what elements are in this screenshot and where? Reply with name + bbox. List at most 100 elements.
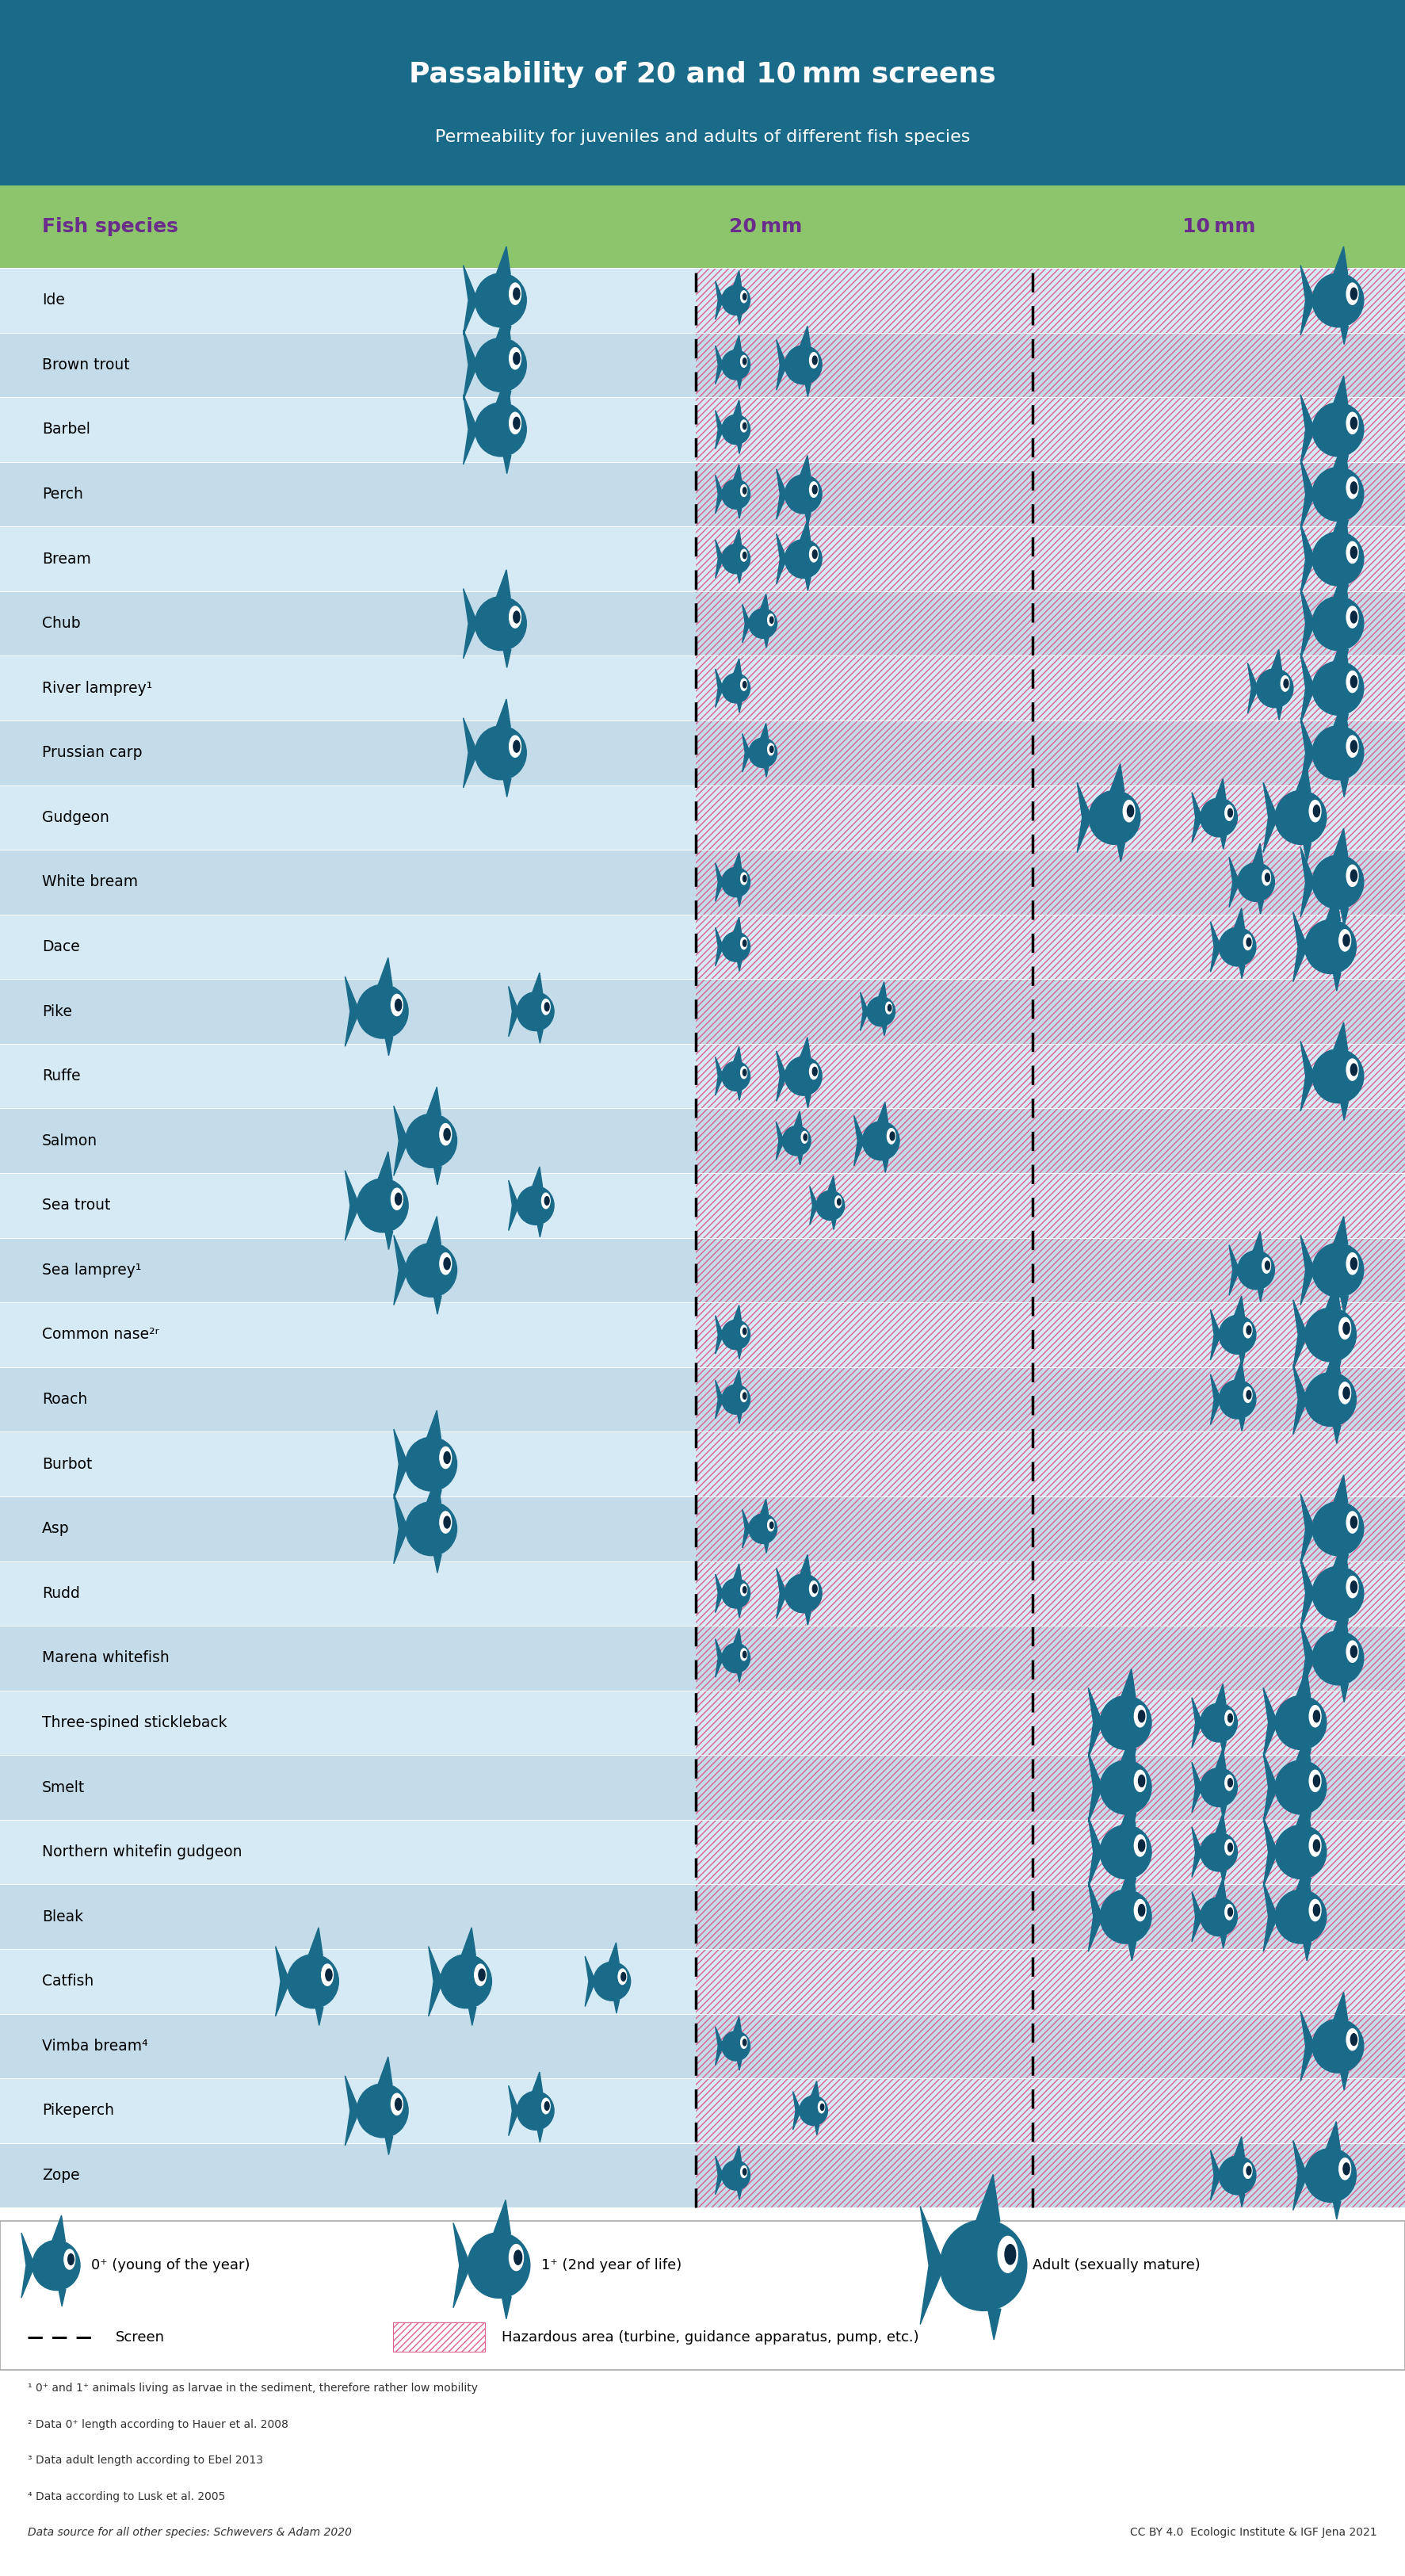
Polygon shape [1229, 1244, 1239, 1296]
Polygon shape [385, 1231, 393, 1249]
Text: Rudd: Rudd [42, 1587, 80, 1600]
Circle shape [513, 739, 520, 752]
Circle shape [1264, 1262, 1270, 1270]
Circle shape [1350, 1582, 1357, 1592]
Polygon shape [503, 392, 511, 410]
Polygon shape [1340, 1620, 1349, 1638]
Polygon shape [733, 1370, 742, 1386]
Ellipse shape [785, 345, 822, 384]
Polygon shape [738, 1414, 742, 1425]
Ellipse shape [785, 474, 822, 513]
Ellipse shape [1312, 273, 1364, 327]
Polygon shape [742, 1510, 750, 1548]
Text: Brown trout: Brown trout [42, 358, 129, 374]
Circle shape [1346, 1577, 1359, 1597]
Polygon shape [1221, 837, 1227, 850]
Circle shape [391, 994, 403, 1015]
Ellipse shape [1100, 1759, 1152, 1814]
Circle shape [395, 2099, 402, 2110]
Text: Fish species: Fish species [42, 216, 178, 237]
Ellipse shape [1312, 855, 1364, 909]
Circle shape [743, 876, 746, 881]
Polygon shape [503, 456, 511, 474]
Circle shape [513, 353, 520, 363]
Polygon shape [1191, 1698, 1203, 1749]
Polygon shape [493, 2200, 510, 2233]
Ellipse shape [816, 1190, 844, 1221]
Polygon shape [738, 379, 742, 389]
Polygon shape [427, 1087, 441, 1115]
Ellipse shape [722, 286, 750, 314]
Polygon shape [1191, 1826, 1203, 1878]
Polygon shape [496, 569, 510, 598]
Polygon shape [738, 896, 742, 907]
Ellipse shape [287, 1955, 339, 2009]
Circle shape [65, 2249, 74, 2269]
Ellipse shape [1312, 533, 1364, 585]
Circle shape [1309, 1770, 1321, 1793]
Polygon shape [1221, 1870, 1227, 1883]
Polygon shape [434, 1296, 441, 1314]
Circle shape [837, 1198, 840, 1206]
Polygon shape [1297, 1862, 1311, 1891]
Polygon shape [854, 1115, 864, 1167]
Polygon shape [733, 464, 742, 479]
Polygon shape [275, 1947, 289, 2017]
Circle shape [1350, 739, 1357, 752]
Polygon shape [1215, 1814, 1225, 1834]
Circle shape [889, 1131, 895, 1141]
Polygon shape [509, 1180, 518, 1231]
Circle shape [740, 420, 747, 433]
Circle shape [395, 1193, 402, 1206]
Ellipse shape [468, 2233, 530, 2298]
Circle shape [67, 2254, 74, 2264]
Ellipse shape [749, 608, 777, 639]
Ellipse shape [1312, 2020, 1364, 2074]
Circle shape [801, 1131, 808, 1144]
Polygon shape [1293, 912, 1308, 981]
Polygon shape [1234, 1296, 1245, 1316]
Polygon shape [975, 2174, 1000, 2221]
Circle shape [1350, 675, 1357, 688]
Polygon shape [427, 1216, 441, 1244]
Ellipse shape [517, 2092, 554, 2130]
Polygon shape [715, 410, 724, 448]
Circle shape [740, 1584, 747, 1595]
Polygon shape [715, 1574, 724, 1613]
Polygon shape [1301, 719, 1315, 788]
Polygon shape [1297, 1734, 1311, 1762]
Ellipse shape [1220, 1381, 1256, 1419]
Ellipse shape [406, 1502, 457, 1556]
Polygon shape [1089, 1687, 1103, 1757]
Polygon shape [776, 1121, 784, 1159]
Polygon shape [760, 724, 769, 739]
Circle shape [1314, 806, 1319, 817]
Polygon shape [738, 703, 742, 714]
Polygon shape [434, 1167, 441, 1185]
Text: Vimba bream⁴: Vimba bream⁴ [42, 2038, 148, 2053]
Circle shape [513, 417, 520, 430]
Circle shape [1314, 1775, 1319, 1788]
Text: Bream: Bream [42, 551, 91, 567]
Ellipse shape [1200, 1899, 1238, 1937]
Circle shape [1228, 1777, 1232, 1788]
Polygon shape [464, 330, 478, 399]
Polygon shape [1221, 1935, 1227, 1947]
Polygon shape [777, 340, 787, 389]
Circle shape [1246, 2166, 1252, 2174]
FancyBboxPatch shape [0, 850, 1405, 914]
Text: Salmon: Salmon [42, 1133, 98, 1149]
Ellipse shape [475, 402, 527, 456]
Polygon shape [777, 1051, 787, 1103]
Polygon shape [805, 384, 811, 397]
Text: Northern whitefin gudgeon: Northern whitefin gudgeon [42, 1844, 242, 1860]
Polygon shape [509, 2087, 518, 2136]
Text: Marena whitefish: Marena whitefish [42, 1651, 170, 1667]
Polygon shape [608, 1942, 620, 1963]
Ellipse shape [406, 1113, 457, 1167]
Circle shape [804, 1133, 806, 1141]
Polygon shape [1333, 698, 1347, 726]
Circle shape [1309, 1834, 1321, 1857]
Polygon shape [1293, 1365, 1308, 1435]
Polygon shape [434, 1489, 441, 1507]
